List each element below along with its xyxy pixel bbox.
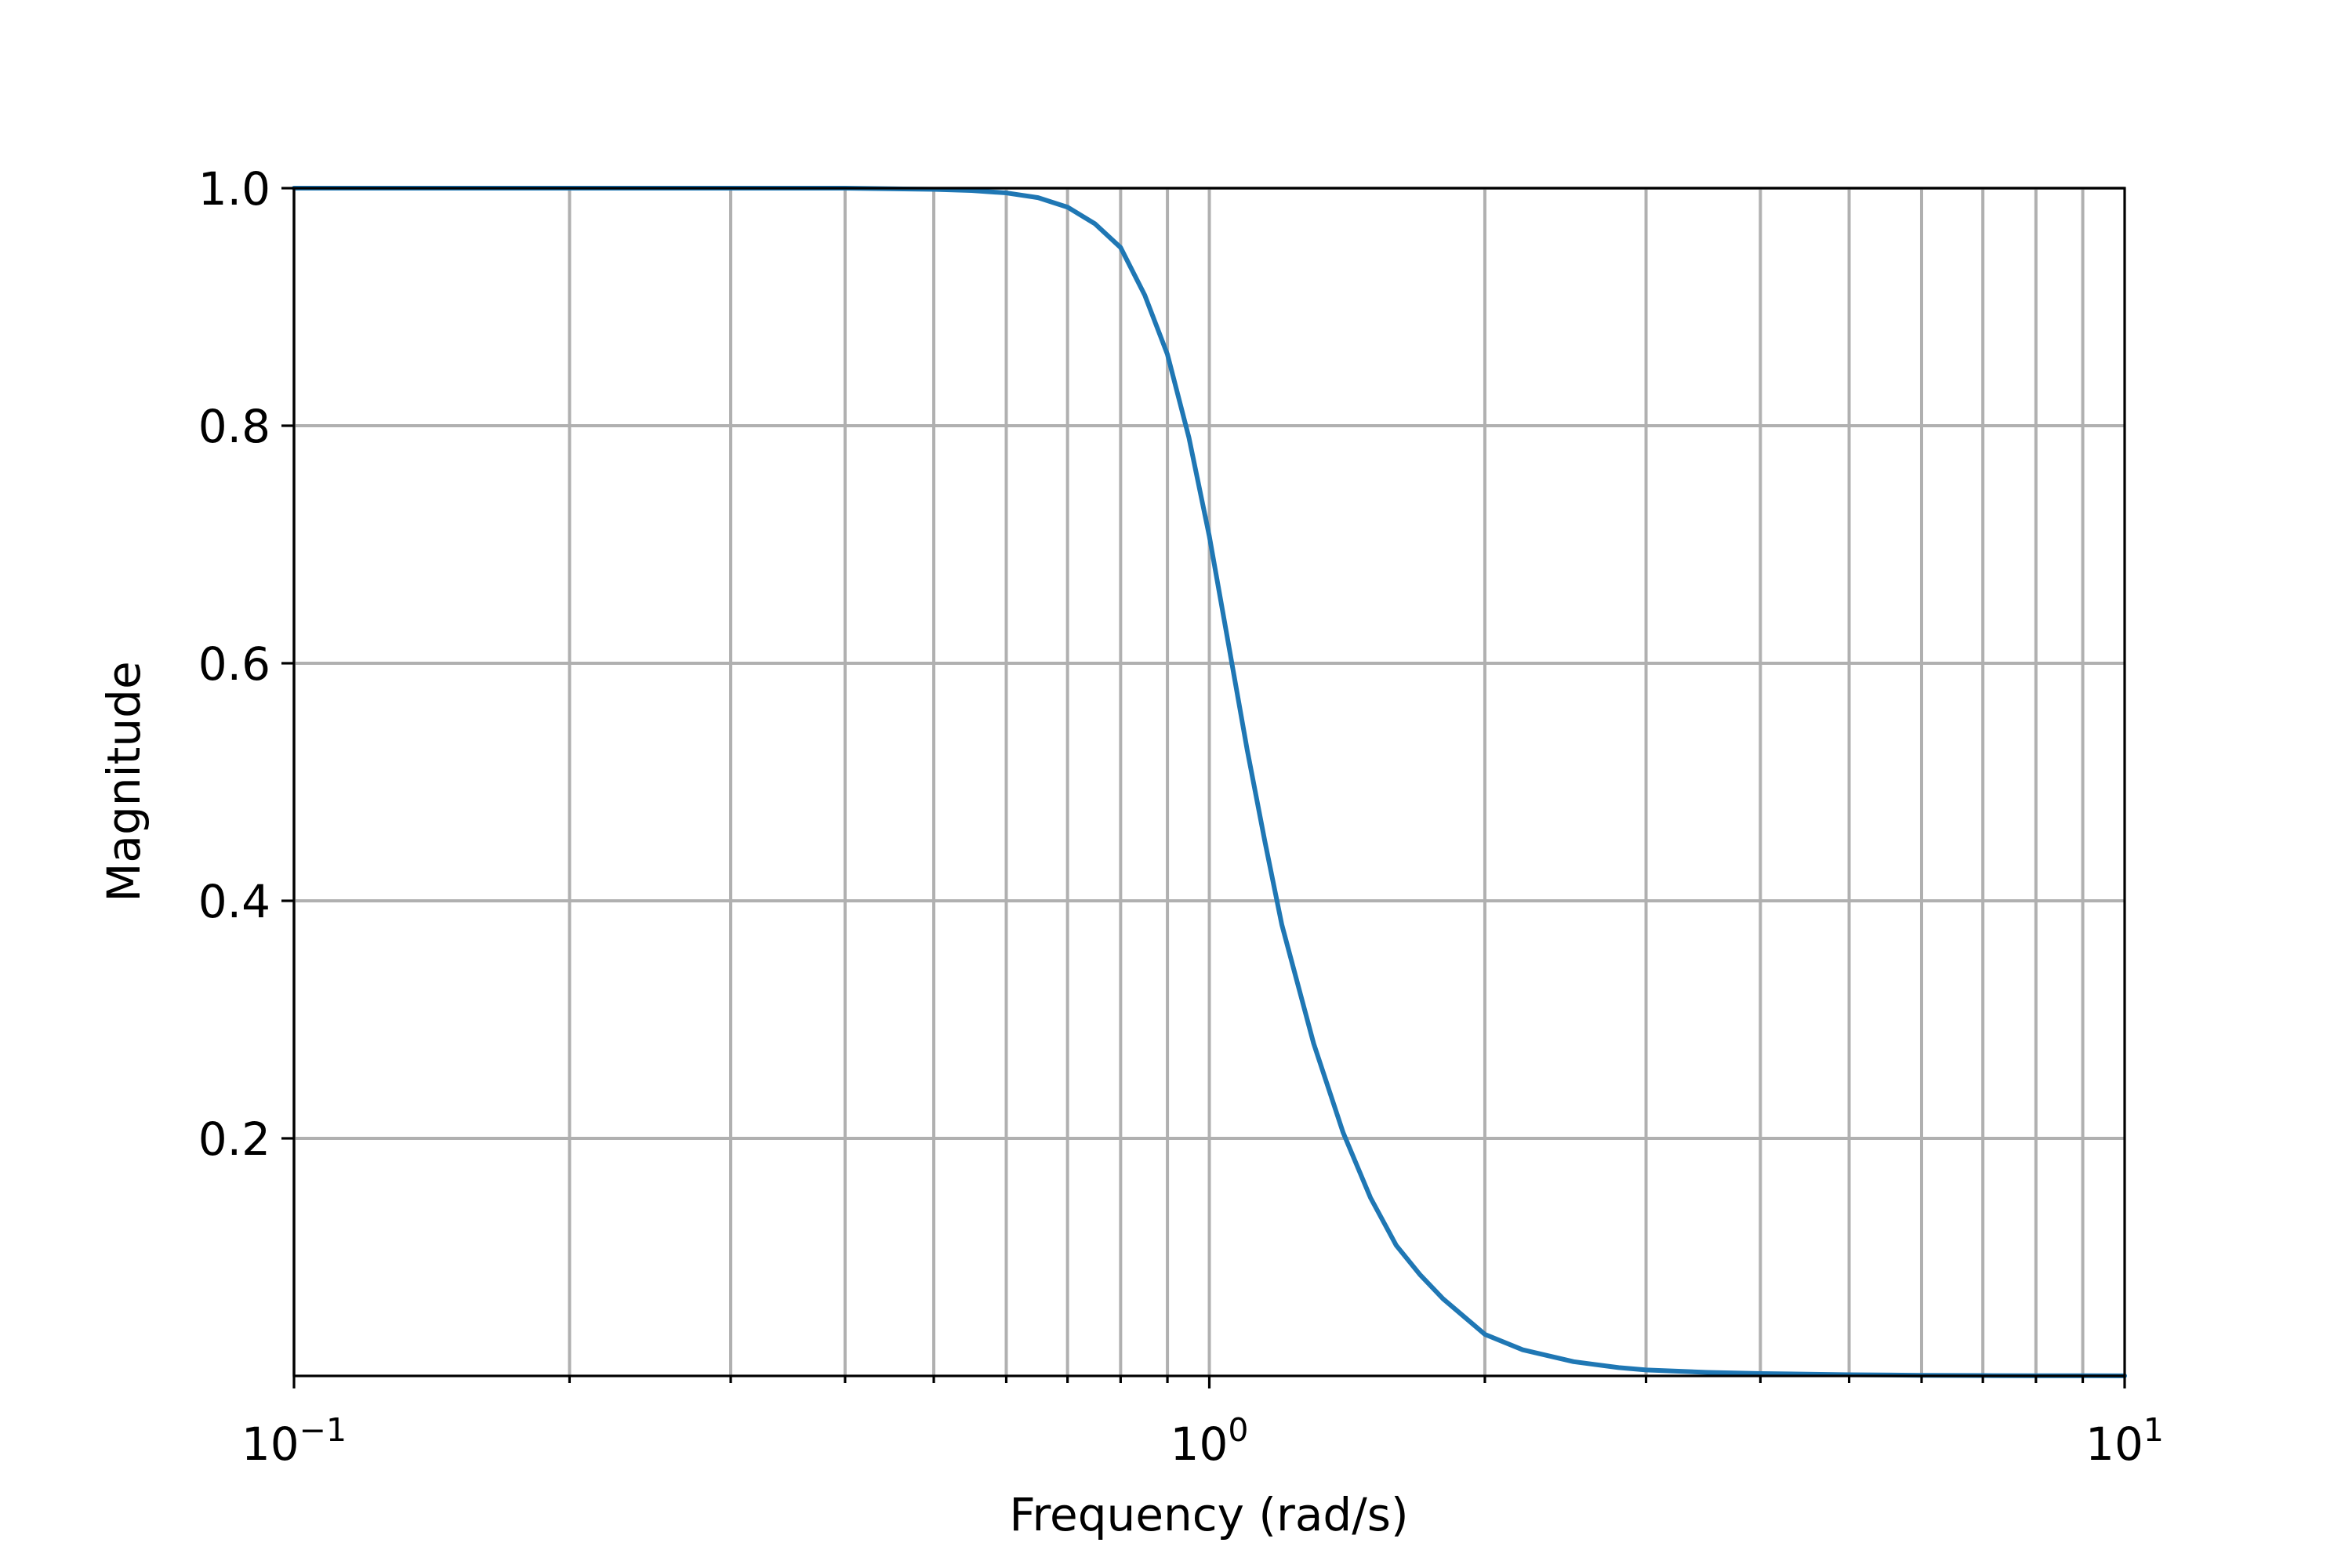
y-tick-label: 0.8	[198, 400, 270, 453]
y-tick-label: 1.0	[198, 162, 270, 216]
x-tick-label: 100	[1171, 1411, 1249, 1471]
x-axis-title: Frequency (rad/s)	[1009, 1488, 1408, 1541]
x-tick-labels: 10−1 100 101	[241, 1411, 2164, 1471]
y-tick-labels: 0.2 0.4 0.6 0.8 1.0	[198, 162, 270, 1166]
axis-ticks	[281, 187, 2126, 1388]
y-tick-label: 0.4	[198, 875, 270, 928]
x-tick-label: 10−1	[241, 1411, 347, 1471]
y-tick-label: 0.6	[198, 637, 270, 691]
series-line	[292, 186, 2127, 1378]
x-tick-label: 101	[2085, 1411, 2164, 1471]
grid-lines	[292, 187, 2125, 1376]
series-layer	[292, 186, 2127, 1378]
y-axis-title: Magnitude	[97, 661, 151, 902]
y-tick-label: 0.2	[198, 1112, 270, 1166]
